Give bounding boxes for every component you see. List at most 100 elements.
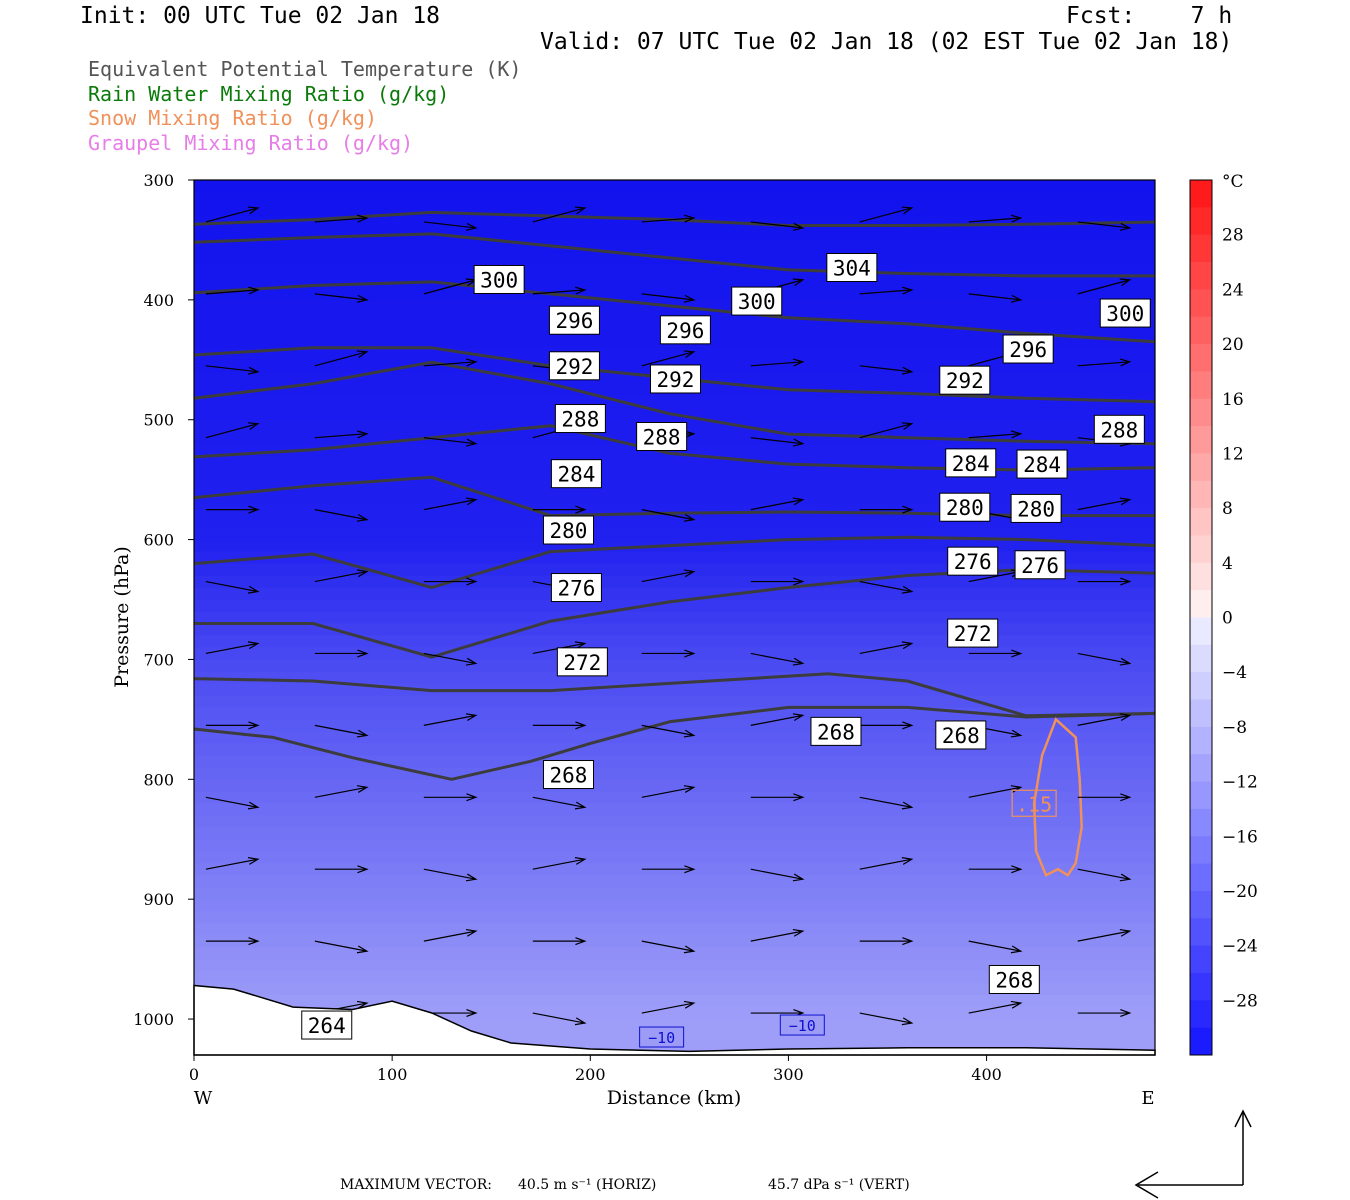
- contour-label-box: [731, 286, 783, 316]
- legend-theta-e: Equivalent Potential Temperature (K): [88, 57, 522, 81]
- contour-label: 280: [946, 496, 984, 520]
- init-time: Init: 00 UTC Tue 02 Jan 18: [80, 3, 441, 29]
- plot-frame: [193, 179, 1156, 1056]
- temperature-band: [194, 395, 1155, 409]
- wind-vector: [314, 350, 369, 367]
- wind-vector: [859, 721, 914, 730]
- contour-label: 280: [1017, 497, 1055, 521]
- colorbar-swatch: [1190, 426, 1212, 454]
- contour-label-box: [550, 459, 602, 489]
- temperature-band: [194, 635, 1155, 648]
- valid-time: Valid: 07 UTC Tue 02 Jan 18 (02 EST Tue …: [540, 29, 1233, 55]
- colorbar-swatch: [1190, 726, 1212, 755]
- contour-label: 296: [1009, 338, 1047, 362]
- temperature-band: [194, 743, 1155, 756]
- max-vector-vert: 45.7 dPa s⁻¹ (VERT): [768, 1177, 910, 1193]
- y-tick-label: 1000: [133, 1010, 174, 1029]
- wind-vector: [1077, 868, 1132, 882]
- contour-label: 268: [550, 764, 588, 788]
- colorbar-tick-label: 24: [1222, 280, 1244, 300]
- wind-vector: [314, 509, 369, 522]
- temperature-band: [194, 887, 1155, 900]
- temperature-band: [194, 180, 1155, 193]
- contour-label-box: [548, 351, 600, 381]
- contour-label: 284: [557, 463, 595, 487]
- colorbar-swatch: [1190, 699, 1212, 728]
- wind-vector: [205, 857, 260, 870]
- contour-label-box: [1099, 298, 1151, 328]
- temperature-label-box: [779, 1014, 825, 1036]
- wind-vector: [314, 293, 369, 303]
- wind-vector: [423, 221, 478, 231]
- wind-vector: [1077, 652, 1132, 666]
- contour-label-box: [554, 404, 606, 434]
- wind-vector: [205, 505, 260, 514]
- temperature-band: [194, 779, 1155, 792]
- colorbar-swatch: [1190, 1000, 1212, 1029]
- temperature-band: [194, 827, 1155, 840]
- colorbar-swatch: [1190, 890, 1212, 919]
- wind-vector: [968, 1000, 1023, 1014]
- wind-vector: [423, 713, 478, 726]
- colorbar-swatch: [1190, 972, 1212, 1001]
- wind-vector: [205, 937, 260, 946]
- legend-rain-water: Rain Water Mixing Ratio (g/kg): [88, 82, 450, 106]
- colorbar-swatch: [1190, 562, 1212, 591]
- colorbar-tick-label: −8: [1222, 718, 1247, 738]
- temperature-band: [194, 191, 1155, 205]
- theta-e-contour-296: [194, 280, 1155, 344]
- contour-label-box: [826, 253, 878, 282]
- temperature-band: [194, 671, 1155, 684]
- wind-vector: [423, 497, 478, 511]
- max-vector-horiz: 40.5 m s⁻¹ (HORIZ): [518, 1177, 657, 1193]
- contour-label-box: [939, 365, 991, 395]
- temperature-label: −10: [789, 1017, 816, 1035]
- wind-vector: [1077, 278, 1132, 295]
- wind-vector: [205, 206, 260, 223]
- wind-vector: [859, 286, 914, 295]
- contour-label-box: [935, 720, 987, 750]
- x-tick-label: 400: [971, 1065, 1002, 1084]
- x-tick-label: 300: [773, 1065, 804, 1084]
- wind-vector: [859, 206, 914, 223]
- temperature-label: −10: [648, 1029, 675, 1047]
- wind-vector: [1077, 793, 1132, 802]
- wind-vector: [532, 721, 587, 730]
- colorbar-swatch: [1190, 535, 1212, 564]
- colorbar-swatch: [1190, 180, 1212, 208]
- temperature-band: [194, 731, 1155, 744]
- wind-vector: [859, 422, 914, 439]
- temperature-band: [194, 791, 1155, 804]
- wind-vector: [859, 796, 914, 810]
- reference-vector-icon: [1134, 1109, 1252, 1199]
- contour-label: 292: [946, 369, 984, 393]
- colorbar-swatch: [1190, 1027, 1212, 1056]
- temperature-band: [194, 695, 1155, 708]
- wind-vector: [423, 652, 478, 666]
- terrain: [193, 984, 1156, 1056]
- wind-vector: [750, 577, 805, 586]
- contour-label-box: [1010, 493, 1062, 523]
- wind-vector: [314, 430, 369, 439]
- colorbar-tick-label: 8: [1222, 499, 1233, 519]
- wind-vector: [968, 649, 1023, 658]
- temperature-band: [194, 983, 1155, 996]
- wind-vector: [205, 422, 260, 439]
- wind-vector: [968, 865, 1023, 874]
- forecast-hour: Fcst: 7 h: [1066, 3, 1233, 29]
- temperature-band: [194, 959, 1155, 972]
- colorbar-swatch: [1190, 234, 1212, 263]
- y-axis-title: Pressure (hPa): [111, 546, 133, 688]
- wind-vector: [532, 1012, 587, 1026]
- wind-vector: [641, 350, 696, 367]
- wind-vector: [859, 505, 914, 514]
- temperature-band: [194, 203, 1155, 217]
- colorbar-tick-label: 28: [1222, 226, 1244, 246]
- contour-label-box: [550, 573, 602, 603]
- temperature-band: [194, 683, 1155, 696]
- wind-vector: [1077, 577, 1132, 586]
- wind-vector: [859, 1012, 914, 1026]
- temperature-band: [194, 239, 1155, 253]
- contour-label: 292: [555, 355, 593, 379]
- temperature-band: [194, 623, 1155, 636]
